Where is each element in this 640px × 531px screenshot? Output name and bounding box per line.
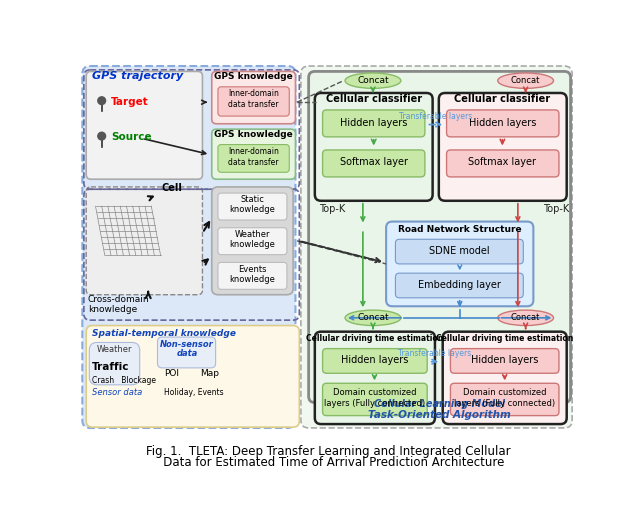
FancyBboxPatch shape xyxy=(323,349,428,373)
Text: Cellular Learning Model: Cellular Learning Model xyxy=(374,399,505,409)
Circle shape xyxy=(98,97,106,105)
Text: POI: POI xyxy=(164,369,179,378)
Text: GPS knowledge: GPS knowledge xyxy=(214,130,293,139)
Text: Softmax layer: Softmax layer xyxy=(340,157,408,167)
FancyBboxPatch shape xyxy=(86,326,300,427)
Text: Concat: Concat xyxy=(357,313,388,322)
FancyBboxPatch shape xyxy=(301,66,572,428)
FancyBboxPatch shape xyxy=(212,187,293,295)
FancyBboxPatch shape xyxy=(218,228,287,255)
Text: Holiday, Events: Holiday, Events xyxy=(164,388,223,397)
Text: Road Network Structure: Road Network Structure xyxy=(398,225,522,234)
FancyBboxPatch shape xyxy=(212,129,296,179)
FancyBboxPatch shape xyxy=(323,150,425,177)
Text: Hidden layers: Hidden layers xyxy=(341,355,408,365)
FancyBboxPatch shape xyxy=(315,93,433,201)
Text: knowledge: knowledge xyxy=(88,305,137,314)
FancyBboxPatch shape xyxy=(218,87,289,116)
Text: Transferable layers: Transferable layers xyxy=(398,348,472,357)
FancyBboxPatch shape xyxy=(386,221,533,306)
Text: Hidden layers: Hidden layers xyxy=(471,355,538,365)
FancyBboxPatch shape xyxy=(86,72,202,179)
Text: Cellular classifier: Cellular classifier xyxy=(326,94,422,104)
FancyBboxPatch shape xyxy=(439,93,566,201)
FancyBboxPatch shape xyxy=(86,187,202,295)
Text: Fig. 1.  TLETA: Deep Transfer Learning and Integrated Cellular: Fig. 1. TLETA: Deep Transfer Learning an… xyxy=(146,445,510,458)
FancyBboxPatch shape xyxy=(218,262,287,289)
Text: Crash   Blockage: Crash Blockage xyxy=(92,376,156,386)
Text: Hidden layers: Hidden layers xyxy=(468,118,536,128)
Text: SDNE model: SDNE model xyxy=(429,246,490,256)
Text: Softmax layer: Softmax layer xyxy=(468,157,536,167)
Text: Weather: Weather xyxy=(97,346,132,355)
Text: Non-sensor: Non-sensor xyxy=(160,340,214,349)
Text: knowledge: knowledge xyxy=(229,240,275,249)
Text: data transfer: data transfer xyxy=(228,100,279,109)
Text: GPS knowledge: GPS knowledge xyxy=(214,72,293,81)
FancyBboxPatch shape xyxy=(447,110,559,137)
FancyBboxPatch shape xyxy=(315,332,435,424)
Text: Events: Events xyxy=(238,264,266,273)
Text: Data for Estimated Time of Arrival Prediction Architecture: Data for Estimated Time of Arrival Predi… xyxy=(152,457,504,469)
Text: Task-Oriented Algorithm: Task-Oriented Algorithm xyxy=(368,410,511,420)
Text: Transferable layers: Transferable layers xyxy=(399,112,472,121)
FancyBboxPatch shape xyxy=(218,144,289,172)
Text: Traffic: Traffic xyxy=(92,362,129,372)
Text: Weather: Weather xyxy=(234,230,270,239)
FancyBboxPatch shape xyxy=(323,110,425,137)
Text: Target: Target xyxy=(111,97,148,107)
Ellipse shape xyxy=(345,73,401,88)
Text: Domain customized: Domain customized xyxy=(463,388,547,397)
Text: Concat: Concat xyxy=(511,313,540,322)
Text: Cell: Cell xyxy=(161,183,182,193)
Text: Map: Map xyxy=(200,369,219,378)
Text: data transfer: data transfer xyxy=(228,158,279,167)
Text: Cellular driving time estimation: Cellular driving time estimation xyxy=(306,334,443,343)
FancyBboxPatch shape xyxy=(323,383,428,416)
Text: GPS trajectory: GPS trajectory xyxy=(92,71,183,81)
Ellipse shape xyxy=(498,73,554,88)
FancyBboxPatch shape xyxy=(157,337,216,368)
FancyBboxPatch shape xyxy=(308,72,571,402)
Text: Sensor data: Sensor data xyxy=(92,388,142,397)
Text: layers (Fully connected): layers (Fully connected) xyxy=(324,399,425,408)
Text: Static: Static xyxy=(240,195,264,204)
Text: Domain customized: Domain customized xyxy=(333,388,416,397)
FancyBboxPatch shape xyxy=(396,239,524,264)
Text: knowledge: knowledge xyxy=(229,205,275,215)
Text: layers (Fully connected): layers (Fully connected) xyxy=(454,399,556,408)
Text: Embedding layer: Embedding layer xyxy=(419,280,501,290)
FancyBboxPatch shape xyxy=(83,66,296,428)
Text: Cellular driving time estimation: Cellular driving time estimation xyxy=(436,334,573,343)
Text: Concat: Concat xyxy=(511,76,540,85)
Text: Cross-domain: Cross-domain xyxy=(88,295,149,304)
Text: data: data xyxy=(177,349,198,358)
FancyBboxPatch shape xyxy=(396,273,524,298)
FancyBboxPatch shape xyxy=(212,72,296,124)
Text: Concat: Concat xyxy=(357,76,388,85)
Ellipse shape xyxy=(498,310,554,326)
Text: Top-K: Top-K xyxy=(543,203,570,213)
FancyBboxPatch shape xyxy=(451,349,559,373)
Text: Top-K: Top-K xyxy=(319,203,345,213)
Text: Source: Source xyxy=(111,132,152,142)
Text: knowledge: knowledge xyxy=(229,275,275,284)
FancyBboxPatch shape xyxy=(443,332,566,424)
Text: Inner-domain: Inner-domain xyxy=(228,89,279,98)
FancyBboxPatch shape xyxy=(451,383,559,416)
FancyBboxPatch shape xyxy=(218,193,287,220)
Text: Cellular classifier: Cellular classifier xyxy=(454,94,550,104)
Text: Inner-domain: Inner-domain xyxy=(228,147,279,156)
FancyBboxPatch shape xyxy=(447,150,559,177)
Text: Spatial-temporal knowledge: Spatial-temporal knowledge xyxy=(92,329,236,338)
Circle shape xyxy=(98,132,106,140)
FancyBboxPatch shape xyxy=(90,342,140,385)
Ellipse shape xyxy=(345,310,401,326)
Text: Hidden layers: Hidden layers xyxy=(340,118,408,128)
